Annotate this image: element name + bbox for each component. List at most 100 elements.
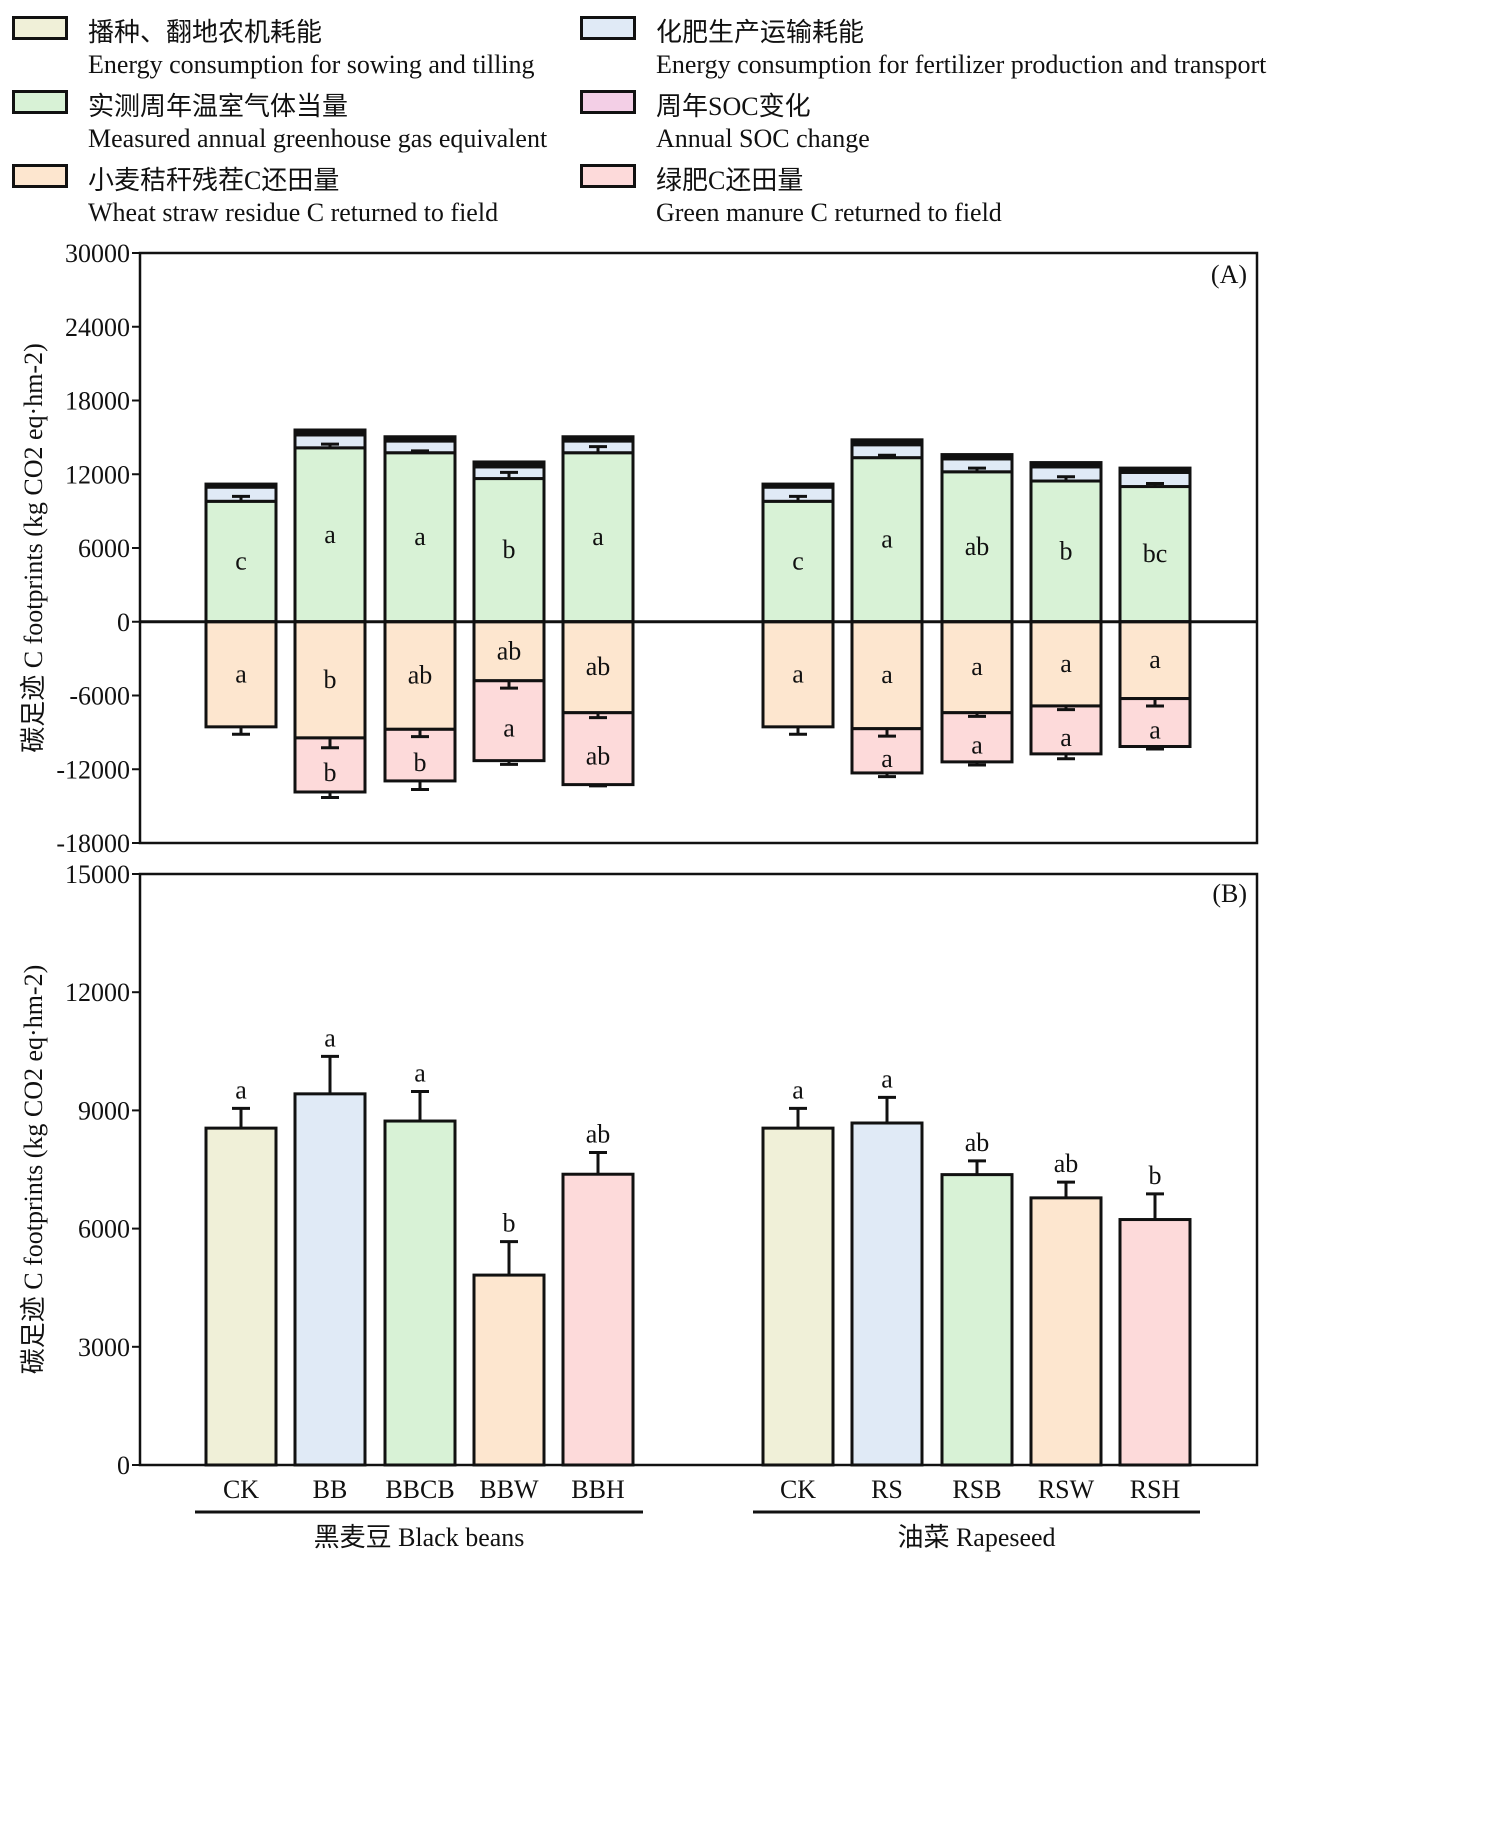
bar-segment-sowing: [293, 428, 367, 437]
significance-letter-wheat-straw: a: [235, 659, 247, 688]
bar-segment-wheat-straw: [1029, 620, 1103, 708]
significance-letter: a: [324, 1023, 336, 1052]
significance-letter-wheat-straw: ab: [586, 652, 611, 681]
panel-b-ytick-label: 15000: [65, 860, 130, 889]
legend-swatch: [580, 90, 636, 114]
bar: [204, 1126, 278, 1467]
bar: [850, 1121, 924, 1467]
panel-a-ytick-label: -12000: [56, 755, 130, 784]
legend-swatch: [12, 16, 68, 40]
bar-segment-sowing: [561, 435, 635, 443]
panel-a-ytick-label: -18000: [56, 829, 130, 858]
significance-letter-wheat-straw: a: [971, 652, 983, 681]
bar: [383, 1119, 457, 1467]
panel-a-ytick-label: 12000: [65, 460, 130, 489]
significance-letter: ab: [965, 1128, 990, 1157]
panel-a-ytick-label: 30000: [65, 239, 130, 268]
significance-letter-wheat-straw: a: [792, 659, 804, 688]
bar-segment-green-manure: [1029, 704, 1103, 756]
panel-a-ylabel: 碳足迹 C footprints (kg CO2 eq·hm-2): [19, 343, 48, 752]
bar-segment-sowing: [383, 435, 457, 443]
legend-label-en: Annual SOC change: [656, 124, 870, 153]
bar: [1029, 1196, 1103, 1467]
bar-segment-sowing: [204, 482, 278, 489]
significance-letter: ab: [1054, 1149, 1079, 1178]
bar-segment-sowing: [761, 482, 835, 489]
panel-a-label: (A): [1211, 260, 1247, 289]
bar-segment-ghg: [204, 499, 278, 624]
significance-letter-green-manure: b: [414, 748, 427, 777]
legend-label-en: Green manure C returned to field: [656, 198, 1002, 227]
x-tick-label: BBCB: [385, 1475, 454, 1504]
bar-segment-ghg: [1118, 485, 1192, 624]
significance-letter-green-manure: a: [881, 744, 893, 773]
x-tick-label: CK: [780, 1475, 816, 1504]
panel-b-ytick-label: 3000: [78, 1333, 130, 1362]
legend-swatch: [12, 90, 68, 114]
significance-letter-ghg: bc: [1143, 539, 1168, 568]
bar-segment-wheat-straw: [472, 620, 546, 683]
panel-b-label: (B): [1212, 879, 1247, 908]
significance-letter-green-manure: a: [1060, 723, 1072, 752]
significance-letter-ghg: b: [503, 535, 516, 564]
legend-label-cn: 周年SOC变化: [656, 92, 811, 121]
significance-letter-green-manure: ab: [586, 742, 611, 771]
panel-b-frame: [138, 872, 1259, 1467]
significance-letter-wheat-straw: a: [1060, 649, 1072, 678]
bar-segment-sowing: [1118, 466, 1192, 474]
significance-letter-wheat-straw: b: [324, 665, 337, 694]
bar-segment-sowing: [940, 453, 1014, 461]
significance-letter-ghg: a: [324, 520, 336, 549]
significance-letter: a: [881, 1064, 893, 1093]
significance-letter-ghg: ab: [965, 532, 990, 561]
significance-letter-green-manure: b: [324, 758, 337, 787]
x-tick-label: BB: [313, 1475, 348, 1504]
significance-letter-ghg: a: [881, 525, 893, 554]
legend-label-en: Energy consumption for sowing and tillin…: [88, 50, 535, 79]
bar-segment-wheat-straw: [940, 620, 1014, 715]
panel-b-ytick-label: 9000: [78, 1096, 130, 1125]
legend-label-cn: 播种、翻地农机耗能: [88, 18, 323, 47]
bar-segment-wheat-straw: [204, 620, 278, 729]
significance-letter-wheat-straw: ab: [497, 636, 522, 665]
legend-label-cn: 绿肥C还田量: [656, 166, 804, 195]
panel-a-ytick-label: 6000: [78, 534, 130, 563]
bar-segment-sowing: [1029, 461, 1103, 469]
x-tick-label: BBW: [479, 1475, 539, 1504]
panel-a-ytick-label: 0: [117, 608, 130, 637]
legend-label-en: Energy consumption for fertilizer produc…: [656, 50, 1267, 79]
legend-label-en: Wheat straw residue C returned to field: [88, 198, 499, 227]
legend-label-cn: 化肥生产运输耗能: [656, 18, 865, 47]
panel-a-ytick-label: 18000: [65, 387, 130, 416]
panel-b-ytick-label: 12000: [65, 978, 130, 1007]
significance-letter-ghg: c: [792, 547, 804, 576]
significance-letter: b: [1149, 1161, 1162, 1190]
bar: [561, 1172, 635, 1467]
bar: [940, 1173, 1014, 1467]
bar: [1118, 1218, 1192, 1467]
significance-letter-ghg: a: [414, 522, 426, 551]
bar: [472, 1273, 546, 1467]
legend-label-en: Measured annual greenhouse gas equivalen…: [88, 124, 548, 153]
bar: [761, 1126, 835, 1467]
x-tick-label: RSH: [1130, 1475, 1181, 1504]
bar: [293, 1092, 367, 1467]
x-tick-label: CK: [223, 1475, 259, 1504]
significance-letter: a: [414, 1058, 426, 1087]
significance-letter-wheat-straw: ab: [408, 661, 433, 690]
significance-letter-ghg: b: [1060, 536, 1073, 565]
panel-b-ytick-label: 0: [117, 1451, 130, 1480]
bar-segment-green-manure: [940, 711, 1014, 764]
panel-b-ytick-label: 6000: [78, 1215, 130, 1244]
legend: 播种、翻地农机耗能 Energy consumption for sowing …: [0, 0, 1494, 250]
group-label: 油菜 Rapeseed: [897, 1523, 1055, 1552]
x-tick-label: BBH: [571, 1475, 625, 1504]
panel-a-ytick-label: -6000: [69, 682, 130, 711]
x-tick-label: RS: [871, 1475, 903, 1504]
bar-segment-ghg: [383, 451, 457, 624]
significance-letter-wheat-straw: a: [1149, 645, 1161, 674]
group-label: 黑麦豆 Black beans: [314, 1523, 525, 1552]
legend-swatch: [580, 16, 636, 40]
panel-b-ylabel: 碳足迹 C footprints (kg CO2 eq·hm-2): [19, 965, 48, 1374]
